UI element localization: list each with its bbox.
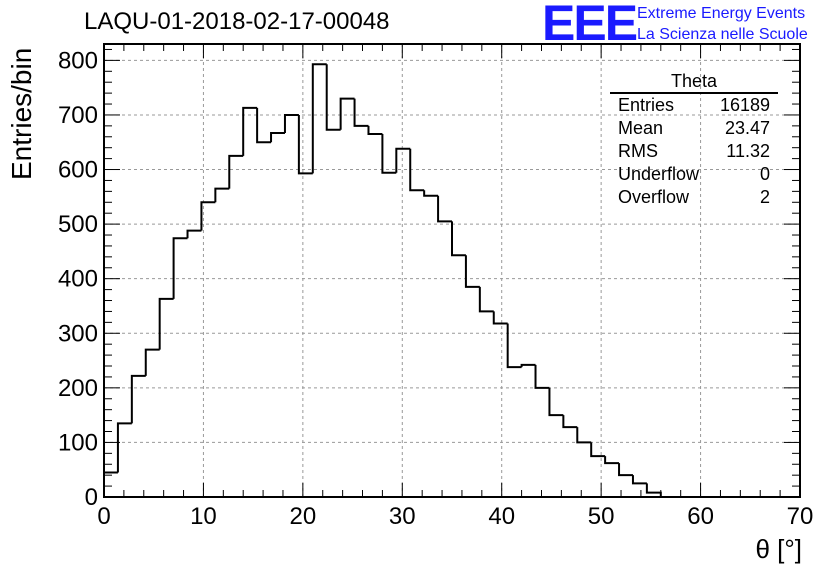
x-tick-label: 20	[290, 503, 317, 530]
stats-value: 2	[759, 187, 770, 207]
x-tick-label: 60	[687, 503, 714, 530]
histogram-bin	[353, 98, 369, 127]
y-tick-label: 600	[58, 157, 98, 184]
histogram-bin	[409, 148, 425, 192]
x-axis-label: θ [°]	[755, 534, 802, 564]
stats-row-underflow: Underflow 0	[610, 163, 778, 186]
histogram-bin	[228, 154, 244, 189]
stats-row-mean: Mean 23.47	[610, 117, 778, 140]
histogram-bin	[618, 463, 633, 477]
y-tick-label: 500	[58, 211, 98, 238]
histogram-bin	[311, 63, 327, 174]
stats-label: Entries	[618, 95, 675, 115]
stats-row-entries: Entries 16189	[610, 94, 778, 117]
chart-title: LAQU-01-2018-02-17-00048	[84, 8, 390, 35]
histogram-bin	[270, 131, 285, 143]
y-tick-label: 700	[58, 102, 98, 129]
histogram-bin	[395, 147, 411, 173]
y-tick-label: 0	[85, 484, 98, 511]
stats-label: Underflow	[618, 164, 700, 184]
histogram-bin	[325, 64, 341, 131]
x-tick-label: 40	[488, 503, 515, 530]
histogram-series	[103, 63, 662, 497]
eee-logo: EEE	[542, 0, 638, 51]
histogram-bin	[214, 187, 230, 203]
histogram-bin	[242, 106, 258, 156]
histogram-bin	[437, 195, 452, 223]
x-tick-label: 70	[787, 503, 814, 530]
histogram-bin	[186, 229, 202, 239]
histogram-bin	[339, 97, 355, 130]
histogram-bin	[548, 387, 564, 417]
y-tick-label: 200	[58, 375, 98, 402]
histogram-bin	[520, 363, 536, 368]
histogram-bin	[381, 134, 397, 174]
histogram-bin	[562, 415, 578, 429]
logo-caption-line1: Extreme Energy Events	[637, 5, 806, 22]
histogram-bin	[144, 348, 160, 376]
y-tick-label: 100	[58, 429, 98, 456]
stats-row-overflow: Overflow 2	[610, 186, 778, 209]
histogram-bin	[492, 311, 508, 325]
histogram-bin	[451, 221, 466, 257]
histogram-bin	[423, 190, 439, 197]
histogram-bin	[130, 374, 146, 424]
histogram-bin	[200, 201, 216, 231]
histogram-bin	[604, 456, 620, 465]
stats-value: 23.47	[724, 118, 770, 138]
stats-label: Mean	[618, 118, 664, 138]
histogram-bin	[256, 107, 272, 144]
y-tick-label: 400	[58, 266, 98, 293]
histogram-bin	[534, 364, 550, 389]
histogram-bin	[172, 237, 188, 299]
stats-value: 16189	[719, 95, 770, 115]
x-tick-label: 50	[588, 503, 615, 530]
logo-caption-line2: La Scienza nelle Scuole	[637, 26, 808, 43]
histogram-bin	[464, 255, 480, 288]
histogram-bin	[367, 125, 383, 136]
x-tick-label: 0	[97, 503, 110, 530]
stats-value: 0	[759, 164, 770, 184]
stats-label: RMS	[618, 141, 658, 161]
stats-row-rms: RMS 11.32	[610, 140, 778, 163]
y-axis-label: Entries/bin	[6, 47, 37, 180]
stats-label: Overflow	[618, 187, 690, 207]
plot-frame	[103, 43, 801, 498]
histogram-bin	[103, 471, 118, 497]
histogram-bin	[478, 286, 494, 313]
histogram-bin	[576, 427, 592, 444]
histogram-bin	[506, 323, 522, 369]
x-tick-label: 30	[389, 503, 416, 530]
histogram-bin	[283, 113, 299, 133]
y-tick-label: 800	[58, 47, 98, 74]
histogram-bin	[631, 475, 647, 485]
stats-box: Theta Entries 16189 Mean 23.47 RMS 11.32…	[610, 70, 778, 209]
stats-value: 11.32	[726, 141, 770, 161]
histogram-bin	[590, 442, 606, 458]
logo-caption: Extreme Energy Events La Scienza nelle S…	[637, 3, 808, 45]
histogram-bin	[158, 297, 174, 350]
x-tick-label: 10	[190, 503, 217, 530]
stats-title: Theta	[610, 70, 778, 94]
y-tick-label: 300	[58, 320, 98, 347]
histogram-bin	[645, 483, 662, 497]
histogram-bin	[297, 114, 313, 175]
histogram-bin	[116, 422, 132, 473]
